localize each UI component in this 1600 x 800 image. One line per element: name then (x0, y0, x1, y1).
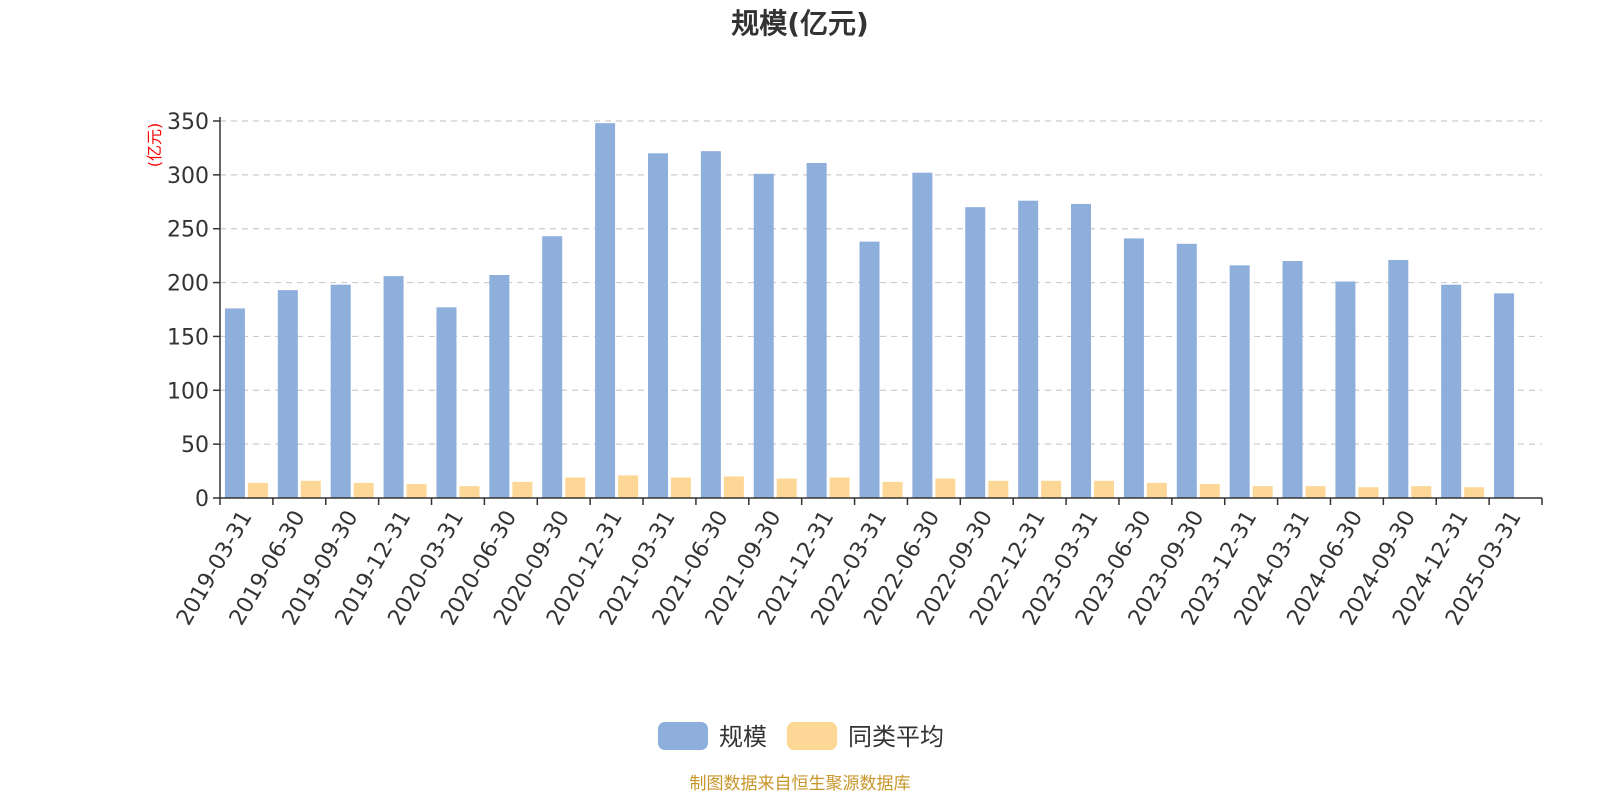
bar-规模-2020-03-31[interactable] (436, 307, 457, 498)
bar-规模-2020-06-30[interactable] (489, 275, 510, 498)
y-tick-label: 300 (167, 164, 209, 189)
bar-规模-2024-03-31[interactable] (1282, 261, 1303, 498)
bar-规模-2023-12-31[interactable] (1229, 265, 1250, 498)
bar-同类平均-2022-03-31[interactable] (882, 481, 903, 498)
legend-label-同类平均[interactable]: 同类平均 (848, 723, 944, 751)
bar-同类平均-2020-09-30[interactable] (565, 477, 586, 498)
bar-规模-2021-06-30[interactable] (700, 151, 721, 498)
bar-规模-2019-12-31[interactable] (383, 276, 404, 498)
bar-同类平均-2023-06-30[interactable] (1146, 482, 1167, 498)
bar-规模-2020-12-31[interactable] (595, 123, 616, 498)
bar-规模-2019-03-31[interactable] (224, 308, 245, 498)
legend-swatch-规模[interactable] (658, 722, 708, 750)
bar-规模-2022-09-30[interactable] (965, 207, 986, 498)
legend-swatch-同类平均[interactable] (787, 722, 837, 750)
y-tick-label: 350 (167, 110, 209, 135)
y-tick-label: 200 (167, 272, 209, 297)
x-tick-labels: 2019-03-312019-06-302019-09-302019-12-31… (172, 506, 1527, 629)
chart-title: 规模(亿元) (731, 7, 869, 40)
bar-规模-2023-06-30[interactable] (1123, 238, 1144, 498)
bar-规模-2025-03-31[interactable] (1494, 293, 1515, 498)
y-tick-label: 0 (195, 487, 209, 512)
bar-同类平均-2022-12-31[interactable] (1041, 480, 1062, 498)
bar-同类平均-2019-09-30[interactable] (353, 482, 374, 498)
bar-同类平均-2023-09-30[interactable] (1199, 483, 1220, 498)
bar-规模-2021-09-30[interactable] (753, 173, 774, 498)
bar-同类平均-2021-09-30[interactable] (776, 478, 797, 498)
bar-同类平均-2023-03-31[interactable] (1094, 480, 1115, 498)
bar-同类平均-2024-06-30[interactable] (1358, 487, 1379, 498)
axes (213, 117, 1543, 505)
y-tick-label: 250 (167, 218, 209, 243)
bar-规模-2023-03-31[interactable] (1071, 203, 1092, 498)
bar-规模-2021-03-31[interactable] (647, 153, 668, 499)
bar-规模-2020-09-30[interactable] (542, 236, 563, 499)
bar-规模-2023-09-30[interactable] (1176, 243, 1197, 498)
bar-规模-2021-12-31[interactable] (806, 163, 827, 498)
bar-同类平均-2020-12-31[interactable] (618, 475, 639, 498)
y-axis-unit-label: (亿元) (145, 123, 164, 168)
bar-同类平均-2023-12-31[interactable] (1252, 486, 1273, 498)
legend: 规模 同类平均 (658, 722, 944, 751)
legend-label-规模[interactable]: 规模 (719, 723, 767, 751)
bar-同类平均-2019-03-31[interactable] (247, 482, 268, 498)
bar-规模-2022-03-31[interactable] (859, 241, 880, 498)
bar-规模-2019-06-30[interactable] (277, 290, 298, 498)
bar-规模-2022-06-30[interactable] (912, 172, 933, 498)
bar-同类平均-2021-12-31[interactable] (829, 477, 850, 498)
bar-同类平均-2021-03-31[interactable] (670, 477, 691, 498)
bar-同类平均-2024-09-30[interactable] (1411, 486, 1432, 498)
bar-同类平均-2021-06-30[interactable] (723, 476, 744, 498)
bar-同类平均-2019-12-31[interactable] (406, 483, 427, 498)
bars (224, 123, 1515, 499)
source-note: 制图数据来自恒生聚源数据库 (690, 774, 911, 794)
bar-规模-2024-12-31[interactable] (1441, 284, 1462, 498)
bar-同类平均-2022-09-30[interactable] (988, 480, 1009, 498)
y-tick-label: 50 (181, 433, 209, 458)
bar-规模-2024-06-30[interactable] (1335, 281, 1356, 498)
bar-规模-2024-09-30[interactable] (1388, 259, 1409, 498)
y-tick-labels: 0 50 100 150 200 250 300 350 (167, 110, 209, 512)
bar-规模-2022-12-31[interactable] (1018, 200, 1039, 499)
bar-同类平均-2020-06-30[interactable] (512, 481, 533, 498)
bar-同类平均-2019-06-30[interactable] (300, 480, 321, 498)
bar-同类平均-2022-06-30[interactable] (935, 478, 956, 498)
y-tick-label: 100 (167, 379, 209, 404)
bar-同类平均-2024-03-31[interactable] (1305, 486, 1326, 498)
bar-同类平均-2020-03-31[interactable] (459, 486, 480, 498)
bar-同类平均-2024-12-31[interactable] (1464, 487, 1485, 498)
bar-规模-2019-09-30[interactable] (330, 284, 351, 498)
y-tick-label: 150 (167, 325, 209, 350)
